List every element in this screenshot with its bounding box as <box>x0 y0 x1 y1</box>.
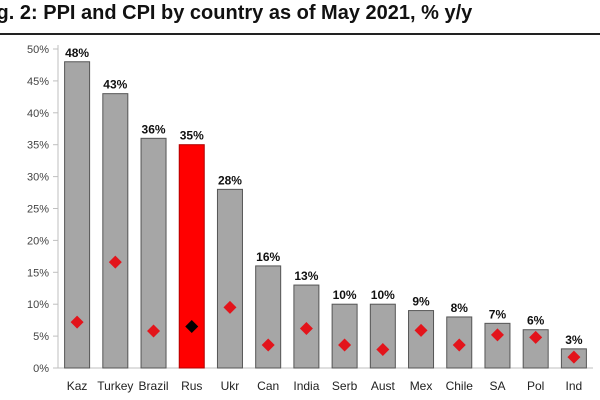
category-label: Rus <box>181 379 202 393</box>
y-tick-label: 20% <box>27 235 49 247</box>
cpi-marker <box>452 338 466 352</box>
ppi-data-label: 10% <box>371 288 395 302</box>
cpi-marker <box>414 323 428 337</box>
y-tick-label: 45% <box>27 76 49 88</box>
ppi-bar <box>369 303 396 369</box>
chart-title: ig. 2: PPI and CPI by country as of May … <box>0 2 473 24</box>
category-label: Ind <box>566 379 583 393</box>
y-tick-label: 30% <box>27 172 49 184</box>
y-tick-label: 35% <box>27 140 49 152</box>
data-labels: 48% 43% 36% 35% 28% 16% 13% 10% 10% 9% 8% 7% 6% 3% <box>65 46 583 347</box>
ppi-data-label: 43% <box>103 78 127 92</box>
y-tick-label: 40% <box>27 108 49 120</box>
cpi-marker <box>261 338 275 352</box>
category-label: Brazil <box>139 379 169 393</box>
ppi-data-label: 48% <box>65 46 89 60</box>
category-label: Ukr <box>221 379 240 393</box>
cpi-marker <box>147 324 161 338</box>
y-tick-label: 5% <box>33 331 49 343</box>
cpi-marker <box>376 342 390 356</box>
ppi-data-label: 10% <box>333 288 357 302</box>
category-label: Mex <box>410 379 433 393</box>
ppi-data-label: 36% <box>142 122 166 136</box>
ppi-data-label: 35% <box>180 129 204 143</box>
category-label: Turkey <box>97 379 133 393</box>
y-tick-label: 15% <box>27 267 49 279</box>
y-tick-label: 50% <box>27 44 49 56</box>
ppi-bar <box>216 188 243 369</box>
category-label: Aust <box>371 379 396 393</box>
ppi-data-label: 13% <box>294 269 318 283</box>
cpi-marker-highlight <box>185 320 199 334</box>
cpi-marker <box>70 315 84 329</box>
cpi-marker <box>223 300 237 314</box>
cpi-marker <box>108 255 122 269</box>
y-tick-label: 25% <box>27 204 49 216</box>
cpi-markers <box>70 255 581 364</box>
ppi-data-label: 3% <box>565 333 583 347</box>
ppi-bar <box>255 265 282 369</box>
title-rule <box>0 33 600 35</box>
ppi-bar <box>331 303 358 369</box>
category-label: Can <box>257 379 279 393</box>
category-label: Chile <box>446 379 474 393</box>
cpi-marker <box>338 338 352 352</box>
y-axis-ticks: 0% 5% 10% 15% 20% 25% 30% 35% 40% 45% 50% <box>27 44 58 375</box>
category-label: Pol <box>527 379 544 393</box>
cpi-marker <box>529 330 543 344</box>
ppi-bar-highlight <box>178 144 205 369</box>
ppi-data-label: 16% <box>256 250 280 264</box>
category-label: Kaz <box>67 379 88 393</box>
ppi-data-label: 28% <box>218 173 242 187</box>
ppi-data-label: 7% <box>489 307 507 321</box>
ppi-data-label: 6% <box>527 314 545 328</box>
cpi-marker <box>567 350 581 364</box>
y-tick-label: 10% <box>27 299 49 311</box>
cpi-marker <box>490 328 504 342</box>
ppi-bars <box>64 61 587 369</box>
ppi-data-label: 8% <box>451 301 469 315</box>
category-label: SA <box>489 379 505 393</box>
category-labels: Kaz Turkey Brazil Rus Ukr Can India Serb Aust Mex… <box>67 379 582 393</box>
ppi-data-label: 9% <box>412 295 430 309</box>
cpi-marker <box>299 321 313 335</box>
ppi-bar <box>102 93 129 369</box>
ppi-bar <box>408 310 435 369</box>
y-tick-label: 0% <box>33 363 49 375</box>
category-label: India <box>293 379 319 393</box>
category-label: Serb <box>332 379 358 393</box>
